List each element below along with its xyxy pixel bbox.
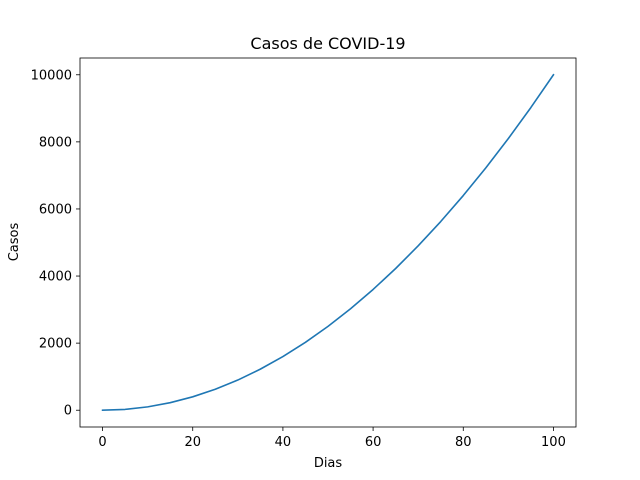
x-tick-label: 0 — [98, 435, 106, 450]
x-tick-label: 20 — [184, 435, 201, 450]
y-tick-label: 4000 — [39, 270, 72, 285]
series-line-0 — [101, 73, 555, 412]
y-axis-label: Casos — [7, 223, 22, 262]
axes-frame — [79, 57, 577, 428]
y-tick-label: 0 — [64, 404, 72, 419]
plot-area: 0 20 40 60 80 100 0 2000 4000 6000 8000 10000 — [31, 57, 577, 450]
x-tick-label: 80 — [455, 435, 472, 450]
x-tick-label: 60 — [365, 435, 382, 450]
y-tick-label: 6000 — [39, 202, 72, 217]
x-axis-label: Dias — [314, 456, 343, 471]
chart-title: Casos de COVID-19 — [250, 34, 405, 53]
y-tick-label: 10000 — [31, 68, 72, 83]
x-tick-label: 100 — [541, 435, 566, 450]
y-tick-label: 2000 — [39, 337, 72, 352]
y-tick-label: 8000 — [39, 135, 72, 150]
x-tick-label: 40 — [275, 435, 292, 450]
